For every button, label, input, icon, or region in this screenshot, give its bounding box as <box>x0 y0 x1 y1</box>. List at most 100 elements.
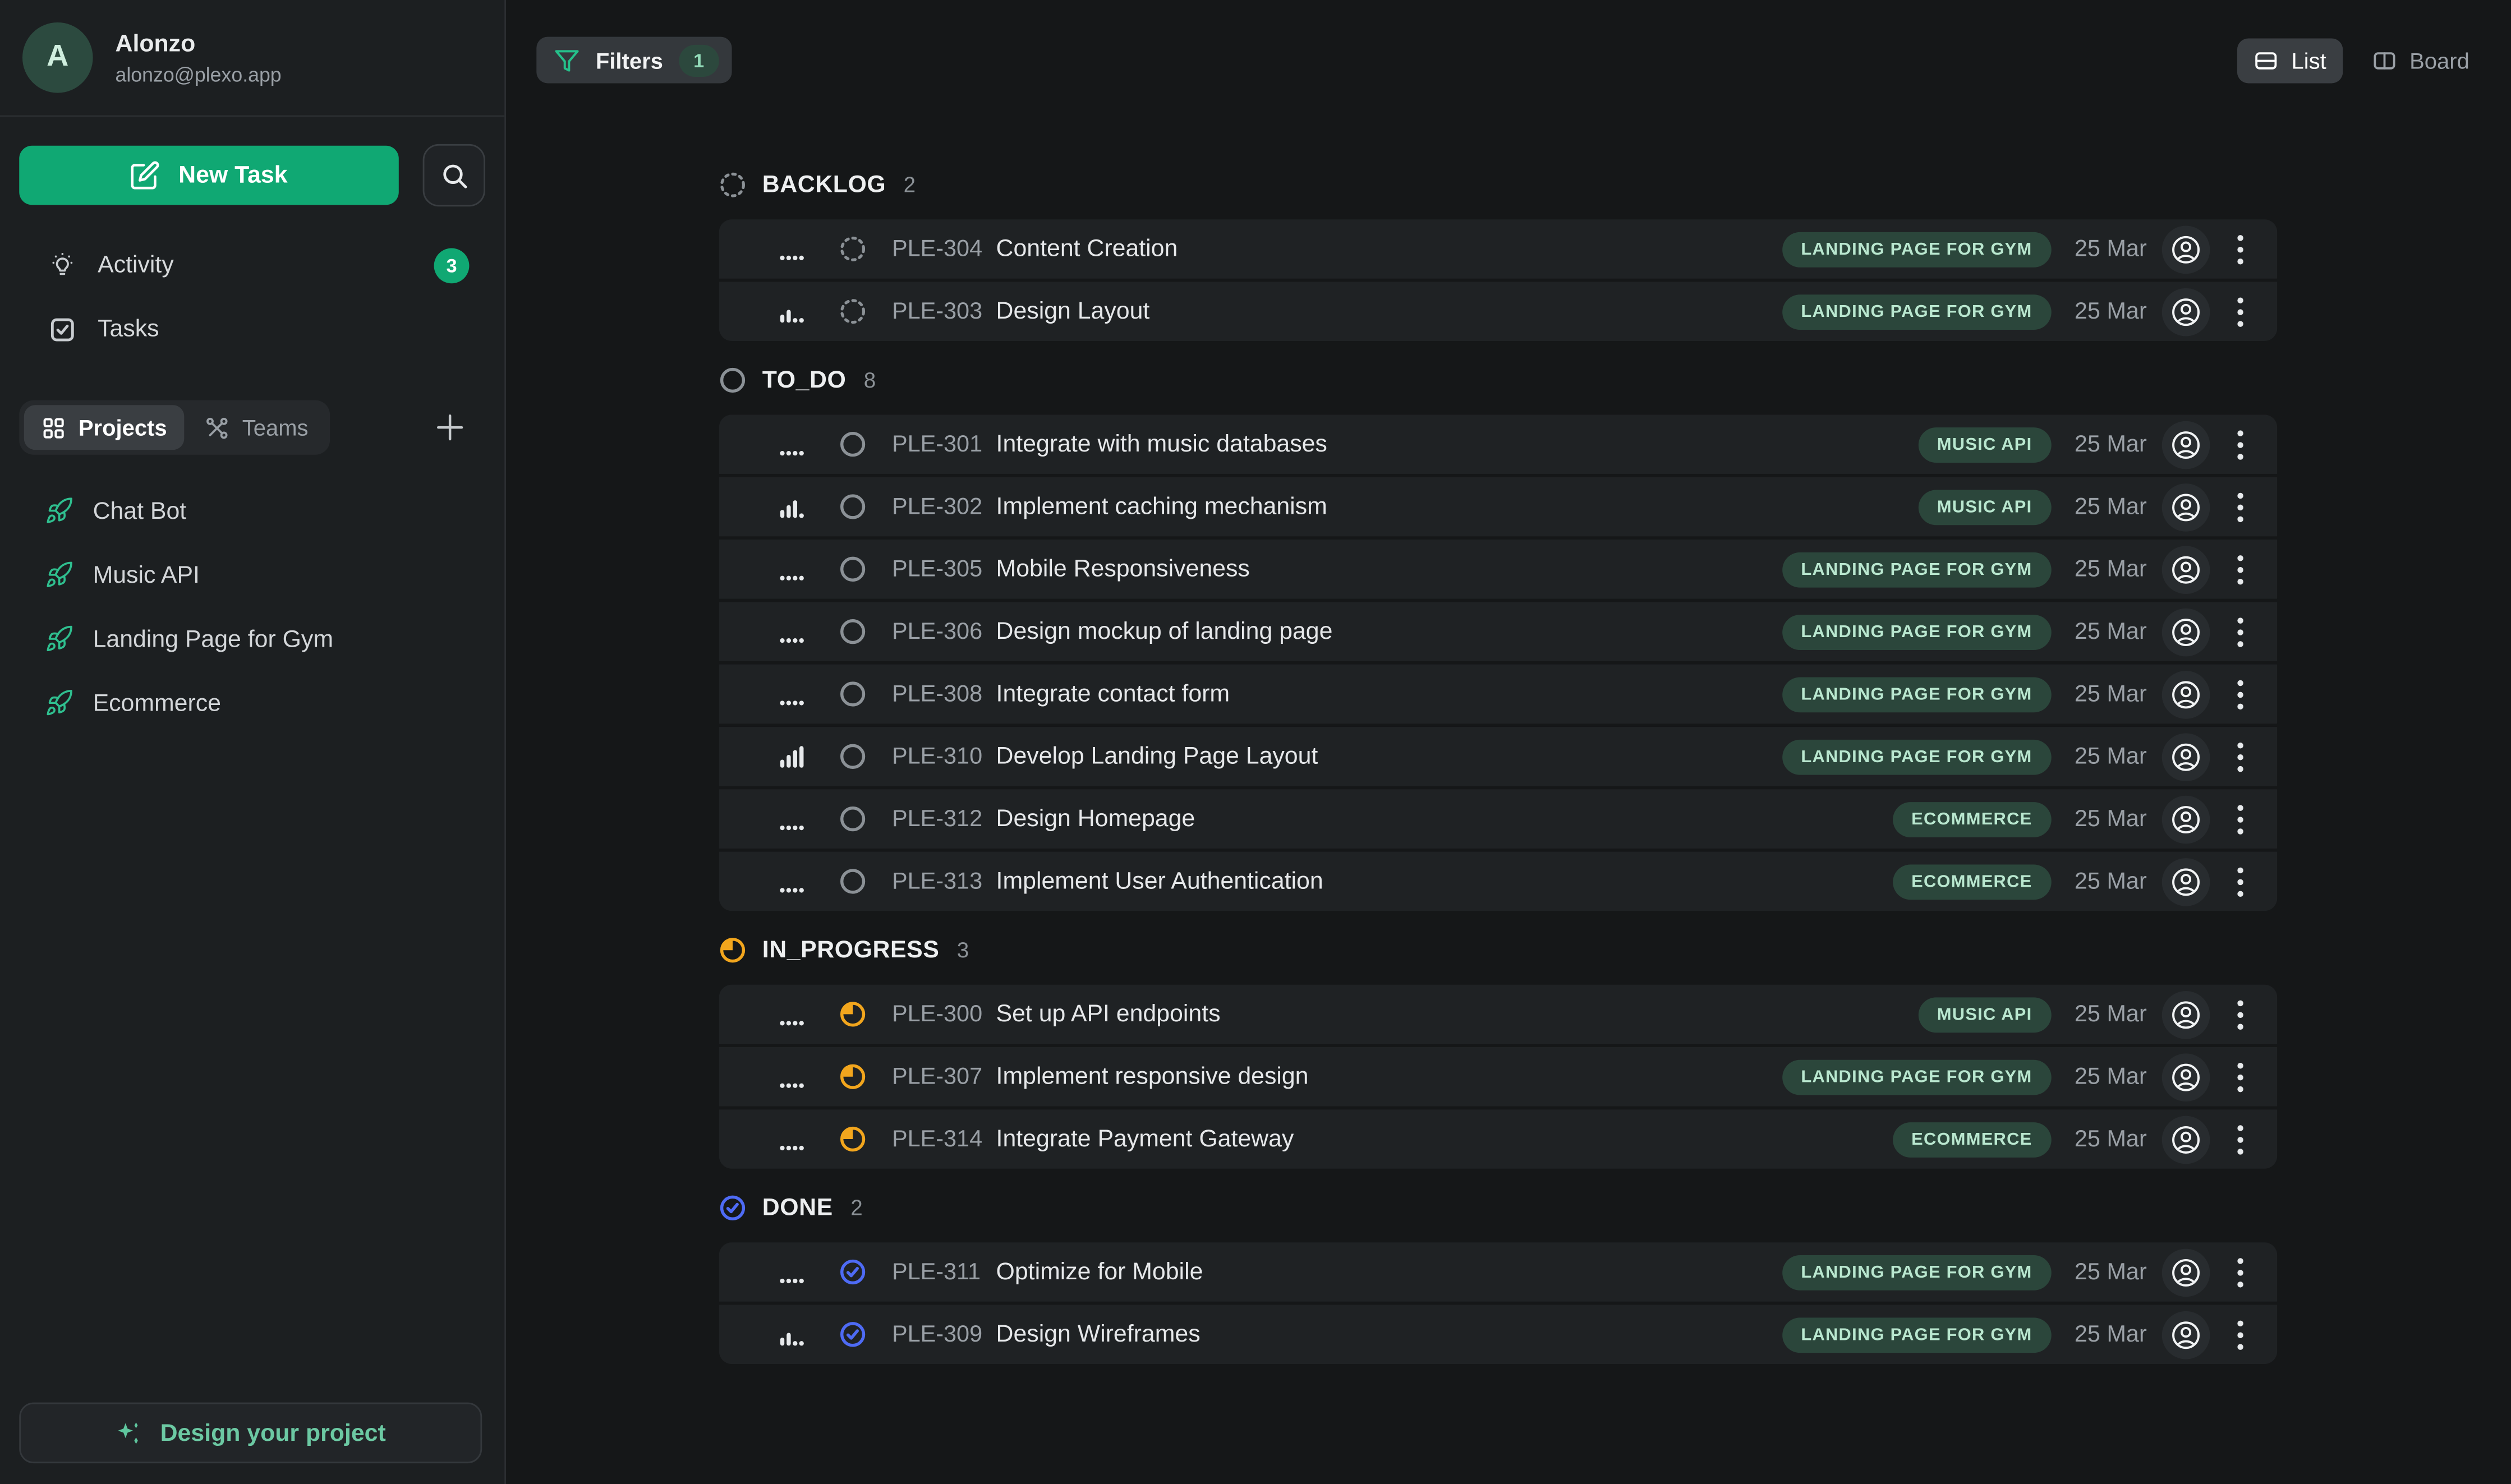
task-row[interactable]: PLE-314 Integrate Payment Gateway ECOMME… <box>719 1109 2278 1169</box>
row-menu-button[interactable] <box>2226 487 2255 526</box>
assignee-avatar-button[interactable] <box>2162 607 2210 656</box>
assignee-avatar-button[interactable] <box>2162 1052 2210 1101</box>
row-menu-button[interactable] <box>2226 862 2255 901</box>
status-in_progress-icon <box>839 1126 867 1153</box>
row-menu-button[interactable] <box>2226 1253 2255 1292</box>
sidebar-item-activity[interactable]: Activity 3 <box>19 240 485 289</box>
task-row[interactable]: PLE-302 Implement caching mechanism MUSI… <box>719 477 2278 537</box>
due-date: 25 Mar <box>2074 494 2147 520</box>
grid-icon <box>42 416 66 440</box>
row-menu-button[interactable] <box>2226 675 2255 713</box>
status-todo-icon <box>839 743 867 771</box>
lightbulb-icon <box>48 251 77 279</box>
project-badge: MUSIC API <box>1917 426 2052 462</box>
task-title: Implement User Authentication <box>996 868 1323 895</box>
view-list-button[interactable]: List <box>2237 38 2343 83</box>
row-menu-button[interactable] <box>2226 1057 2255 1096</box>
task-id: PLE-301 <box>892 431 983 457</box>
assignee-avatar-button[interactable] <box>2162 795 2210 843</box>
add-project-button[interactable] <box>435 413 464 441</box>
task-row[interactable]: PLE-307 Implement responsive design LAND… <box>719 1047 2278 1107</box>
assignee-avatar-button[interactable] <box>2162 225 2210 273</box>
row-menu-button[interactable] <box>2226 1315 2255 1354</box>
assignee-avatar-button[interactable] <box>2162 732 2210 781</box>
board-view-icon <box>2371 47 2397 73</box>
assignee-avatar-button[interactable] <box>2162 857 2210 906</box>
row-menu-button[interactable] <box>2226 230 2255 269</box>
sidebar-item-tasks[interactable]: Tasks <box>19 304 485 353</box>
assignee-avatar-button[interactable] <box>2162 482 2210 531</box>
assignee-avatar-button[interactable] <box>2162 545 2210 593</box>
user-profile[interactable]: A Alonzo alonzo@plexo.app <box>0 0 504 116</box>
task-row[interactable]: PLE-304 Content Creation LANDING PAGE FO… <box>719 219 2278 279</box>
status-backlog-icon <box>719 170 747 198</box>
due-date: 25 Mar <box>2074 556 2147 582</box>
row-menu-button[interactable] <box>2226 612 2255 651</box>
assignee-avatar-button[interactable] <box>2162 990 2210 1039</box>
group-rows: PLE-300 Set up API endpoints MUSIC API 2… <box>719 984 2278 1169</box>
sidebar: A Alonzo alonzo@plexo.app New Task <box>0 0 507 1484</box>
status-backlog-icon <box>839 298 867 325</box>
task-id: PLE-305 <box>892 556 983 582</box>
due-date: 25 Mar <box>2074 1001 2147 1027</box>
group-title: TO_DO <box>762 366 847 393</box>
sidebar-project-item[interactable]: Ecommerce <box>19 685 485 721</box>
row-menu-button[interactable] <box>2226 550 2255 589</box>
design-your-project-button[interactable]: Design your project <box>19 1402 482 1464</box>
assignee-avatar-button[interactable] <box>2162 1310 2210 1359</box>
tab-projects[interactable]: Projects <box>24 405 185 450</box>
view-board-button[interactable]: Board <box>2355 38 2485 82</box>
design-your-project-label: Design your project <box>160 1419 386 1447</box>
task-row[interactable]: PLE-313 Implement User Authentication EC… <box>719 851 2278 911</box>
task-row[interactable]: PLE-300 Set up API endpoints MUSIC API 2… <box>719 984 2278 1044</box>
project-badge: LANDING PAGE FOR GYM <box>1782 739 2052 775</box>
row-menu-button[interactable] <box>2226 1120 2255 1159</box>
task-row[interactable]: PLE-301 Integrate with music databases M… <box>719 414 2278 474</box>
sidebar-project-item[interactable]: Landing Page for Gym <box>19 621 485 657</box>
task-row[interactable]: PLE-303 Design Layout LANDING PAGE FOR G… <box>719 282 2278 342</box>
filters-button[interactable]: Filters 1 <box>536 36 732 84</box>
task-row[interactable]: PLE-309 Design Wireframes LANDING PAGE F… <box>719 1305 2278 1365</box>
project-name: Music API <box>93 561 200 589</box>
tab-teams[interactable]: Teams <box>188 405 326 450</box>
assignee-avatar-button[interactable] <box>2162 420 2210 468</box>
group-rows: PLE-304 Content Creation LANDING PAGE FO… <box>719 219 2278 342</box>
row-menu-button[interactable] <box>2226 995 2255 1034</box>
task-row[interactable]: PLE-310 Develop Landing Page Layout LAND… <box>719 726 2278 786</box>
task-id: PLE-306 <box>892 619 983 644</box>
assignee-avatar-button[interactable] <box>2162 287 2210 336</box>
status-backlog-icon <box>839 236 867 263</box>
status-done-icon <box>719 1193 747 1221</box>
main-panel: Filters 1 List <box>506 0 2511 1484</box>
view-board-label: Board <box>2409 47 2469 73</box>
assignee-avatar-button[interactable] <box>2162 1115 2210 1163</box>
priority-none-icon <box>778 681 804 707</box>
sidebar-project-item[interactable]: Music API <box>19 557 485 592</box>
toolbar: Filters 1 List <box>536 36 2485 84</box>
new-task-button[interactable]: New Task <box>19 145 399 205</box>
task-row[interactable]: PLE-306 Design mockup of landing page LA… <box>719 602 2278 661</box>
sidebar-project-item[interactable]: Chat Bot <box>19 493 485 528</box>
priority-none-icon <box>778 806 804 832</box>
status-todo-icon <box>719 366 747 393</box>
task-row[interactable]: PLE-308 Integrate contact form LANDING P… <box>719 664 2278 724</box>
group-header: TO_DO 8 <box>719 365 2278 394</box>
task-row[interactable]: PLE-305 Mobile Responsiveness LANDING PA… <box>719 540 2278 599</box>
assignee-avatar-button[interactable] <box>2162 670 2210 718</box>
new-task-label: New Task <box>178 162 288 189</box>
row-menu-button[interactable] <box>2226 292 2255 331</box>
priority-medium-icon <box>778 1321 804 1347</box>
row-menu-button[interactable] <box>2226 800 2255 838</box>
sidebar-item-label: Tasks <box>98 315 159 343</box>
status-todo-icon <box>839 805 867 833</box>
assignee-avatar-button[interactable] <box>2162 1248 2210 1296</box>
row-menu-button[interactable] <box>2226 738 2255 776</box>
group-title: DONE <box>762 1193 833 1221</box>
row-menu-button[interactable] <box>2226 425 2255 464</box>
task-row[interactable]: PLE-312 Design Homepage ECOMMERCE 25 Mar <box>719 789 2278 849</box>
task-title: Set up API endpoints <box>996 1001 1221 1028</box>
task-row[interactable]: PLE-311 Optimize for Mobile LANDING PAGE… <box>719 1242 2278 1302</box>
project-badge: MUSIC API <box>1917 996 2052 1032</box>
task-id: PLE-314 <box>892 1126 983 1152</box>
search-button[interactable] <box>422 144 485 207</box>
